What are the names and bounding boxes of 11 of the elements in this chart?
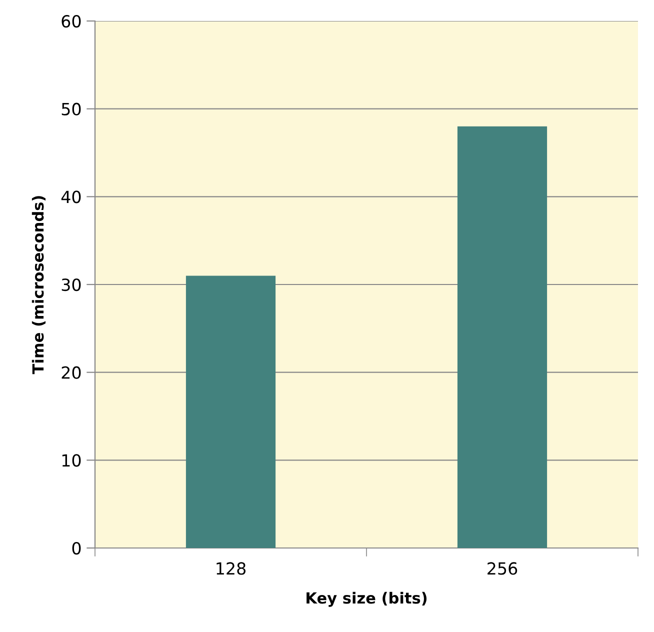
x-tick-label: 256 xyxy=(488,562,518,575)
y-tick-label: 0 xyxy=(72,542,81,555)
y-tick-label: 10 xyxy=(62,454,81,467)
y-tick-label: 20 xyxy=(62,366,81,379)
y-tick-label: 60 xyxy=(62,14,81,28)
y-tick-label: 30 xyxy=(62,278,81,292)
y-tick-label: 40 xyxy=(61,190,81,204)
y-tick-label: 50 xyxy=(62,102,81,116)
x-tick-label: 128 xyxy=(216,562,246,575)
y-axis-title: Time (microseconds) xyxy=(32,196,46,374)
x-axis-title: Key size (bits) xyxy=(306,592,427,607)
